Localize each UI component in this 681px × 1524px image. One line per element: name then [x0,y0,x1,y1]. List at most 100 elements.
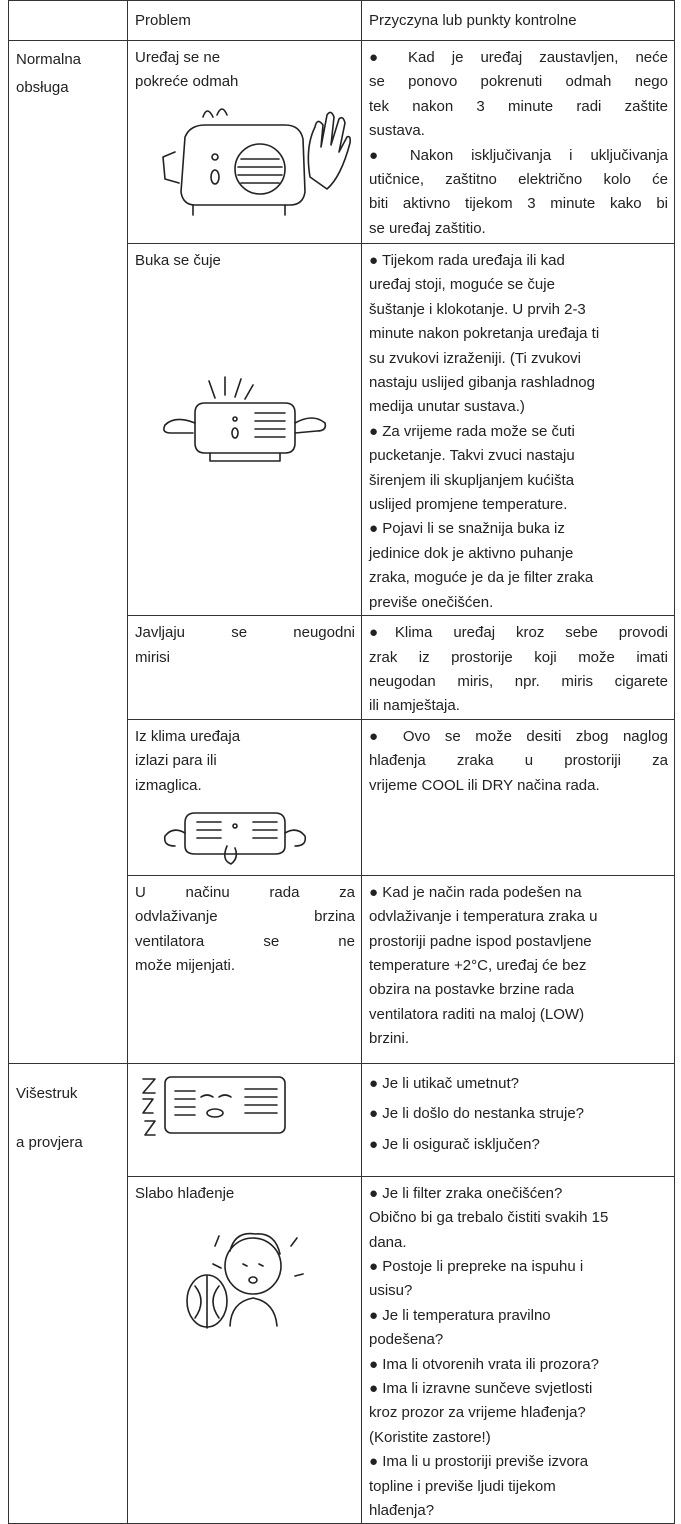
text-line: Obično bi ga trebalo čistiti svakih 15 [369,1209,609,1227]
text-line: minute nakon pokretanja uređaja ti [369,325,600,343]
cause-cell: ● Kad je način rada podešen na odvlaživan… [361,874,675,1064]
text-line: biti aktivno tijekom 3 minute kako bi [369,195,668,213]
text-line: ● Nakon isključivanja i uključivanja [369,146,668,164]
text-line: prostoriji padne ispod postavljene [369,932,592,950]
header-row: Problem Przyczyna lub punkty kontrolne [8,0,675,41]
group-label: Višestruk a provjera [8,1062,128,1524]
text-line: pucketanje. Takvi zvuci nastaju [369,447,575,465]
text-line: ● Pojavi li se snažnija buka iz [369,520,565,538]
text-line: ventilatora raditi na maloj (LOW) [369,1005,585,1023]
page: Problem Przyczyna lub punkty kontrolne N… [8,0,675,1524]
text-line: izmaglica. [135,776,202,794]
text-line: Iz klima uređaja [135,727,241,745]
text-line: ventilatora se ne [135,932,355,950]
text-line: šuštanje i klokotanje. U prvih 2-3 [369,300,586,318]
problem-cell: Javljaju se neugodni mirisi [127,615,362,720]
text-line: sustava. [369,122,425,140]
text-line: topline i previše ljudi tijekom [369,1477,556,1495]
text-line: Višestruk [16,1084,78,1102]
text-line: uslijed promjene temperature. [369,496,568,514]
text-line: brzini. [369,1030,410,1048]
text-line: uređaj stoji, moguće se čuje [369,276,555,294]
text-line: U načinu rada za [135,883,355,901]
text-line: ● Za vrijeme rada može se čuti [369,422,575,440]
row: Višestruk a provjera ● Je li utikač umetn… [8,1062,675,1524]
text-line: temperature +2°C, uređaj će bez [369,956,587,974]
text-line: jedinice dok je aktivno puhanje [369,544,574,562]
problem: Uređaj se ne pokreće odmah [135,46,355,95]
problem: Buka se čuje [135,249,355,273]
noise-icon [163,376,327,463]
text-line: previše onečišćen. [369,593,494,611]
problem-cell: Uređaj se ne pokreće odmah [127,40,362,244]
text-line: su zvukovi izraženiji. (Ti zvukovi [369,349,581,367]
text-line: ili namještaja. [369,697,460,715]
row: Javljaju se neugodni mirisi ●Klima uređaj… [9,615,675,720]
text-line: ● Ovo se može desiti zbog naglog [369,727,668,745]
cause-cell: ● Kad je uređaj zaustavljen, neće se pono… [361,40,675,244]
mist-icon [163,812,307,865]
row: Iz klima uređaja izlazi para ili izmaglica… [9,718,675,876]
text-line: odvlaživanje i temperatura zraka u [369,908,598,926]
text-line: ● Je li došlo do nestanka struje? [369,1105,585,1123]
text-line: ● Postoje li prepreke na ispuhu i [369,1257,584,1275]
text-line: Normalna [16,51,82,68]
text-line: obsługa [16,79,69,96]
problem: Iz klima uređaja izlazi para ili izmaglica… [135,725,355,798]
text-line: medija unutar sustava.) [369,398,525,416]
text-line: mirisi [135,648,170,666]
row: Normalna obsługa Uređaj se ne pokreće odma… [8,40,675,1064]
text-line: ● Je li filter zraka onečišćen? [369,1184,563,1202]
text-line: obzira na postavke brzine rada [369,981,575,999]
text-line: ● Ima li izravne sunčeve svjetlosti [369,1379,593,1397]
text-line: hlađenja? [369,1502,435,1519]
cause-cell: ● Tijekom rada uređaja ili kad uređaj sto… [361,242,675,617]
unit-icon [162,108,351,216]
cause-cell: ● Ovo se može desiti zbog naglog hlađenja… [361,718,675,876]
text-line: nastaju uslijed gibanja rashladnog [369,374,595,392]
text-line: ●Klima uređaj kroz sebe provodi [369,624,668,642]
group-label: Normalna obsługa [8,40,128,1064]
hot-person-icon [186,1232,304,1329]
text-line: se ponovo pokrenuti odmah nego [369,73,668,91]
text-line: vrijeme COOL ili DRY načina rada. [369,776,600,794]
cause-cell: ●Klima uređaj kroz sebe provodi zrak iz p… [361,615,675,720]
text-line: ● Tijekom rada uređaja ili kad [369,252,565,269]
text-line: kroz prozor za vrijeme hlađenja? [369,1404,586,1422]
text-line: ● Je li osigurač isključen? [369,1135,540,1153]
text-line: tek nakon 3 minute radi zaštite [369,97,668,115]
text-line: a provjera [16,1133,83,1151]
cell [8,0,128,41]
text-line: ● Je li utikač umetnut? [369,1074,519,1092]
problem-cell: U načinu rada za odvlaživanje brzina venti… [127,874,362,1064]
text-line: ● Kad je uređaj zaustavljen, neće [369,49,668,66]
text-line: izlazi para ili [135,752,217,770]
text-line: se uređaj zaštitio. [369,219,486,237]
text-line: usisu? [369,1282,413,1300]
text-line: podešena? [369,1331,444,1349]
text-line: Uređaj se ne [135,49,221,66]
problem-cell: Slabo hlađenje [127,1175,362,1524]
header-cell: Problem [127,0,362,41]
text-line: pokreće odmah [135,73,239,91]
header-cell: Przyczyna lub punkty kontrolne [361,0,675,41]
text-line: Buka se čuje [135,252,221,269]
problem-cell: Iz klima uređaja izlazi para ili izmaglica… [127,718,362,876]
text-line: zraka, moguće je da je filter zraka [369,569,594,587]
problem-cell: Buka se čuje [127,242,362,617]
text-line: zrak iz prostorije koji može imati [369,648,668,666]
text-line: (Koristite zastore!) [369,1428,491,1446]
text-line: dana. [369,1233,407,1251]
text-line: ● Je li temperatura pravilno [369,1306,551,1324]
text-line: ● Ima li otvorenih vrata ili prozora? [369,1355,599,1373]
text-line: može mijenjati. [135,956,236,974]
text-line: neugodan miris, npr. miris cigarete [369,672,668,690]
problem: Slabo hlađenje [135,1182,355,1206]
troubleshooting-table: Problem Przyczyna lub punkty kontrolne N… [8,0,675,1524]
text-line: odvlaživanje brzina [135,908,355,926]
text-line: ● Kad je način rada podešen na [369,883,582,901]
text-line: Slabo hlađenje [135,1184,235,1202]
sleep-icon [142,1075,286,1136]
text-line: širenjem ili skupljanjem kućišta [369,471,575,489]
text-line: utičnice, zaštitno električno kolo će [369,171,668,189]
